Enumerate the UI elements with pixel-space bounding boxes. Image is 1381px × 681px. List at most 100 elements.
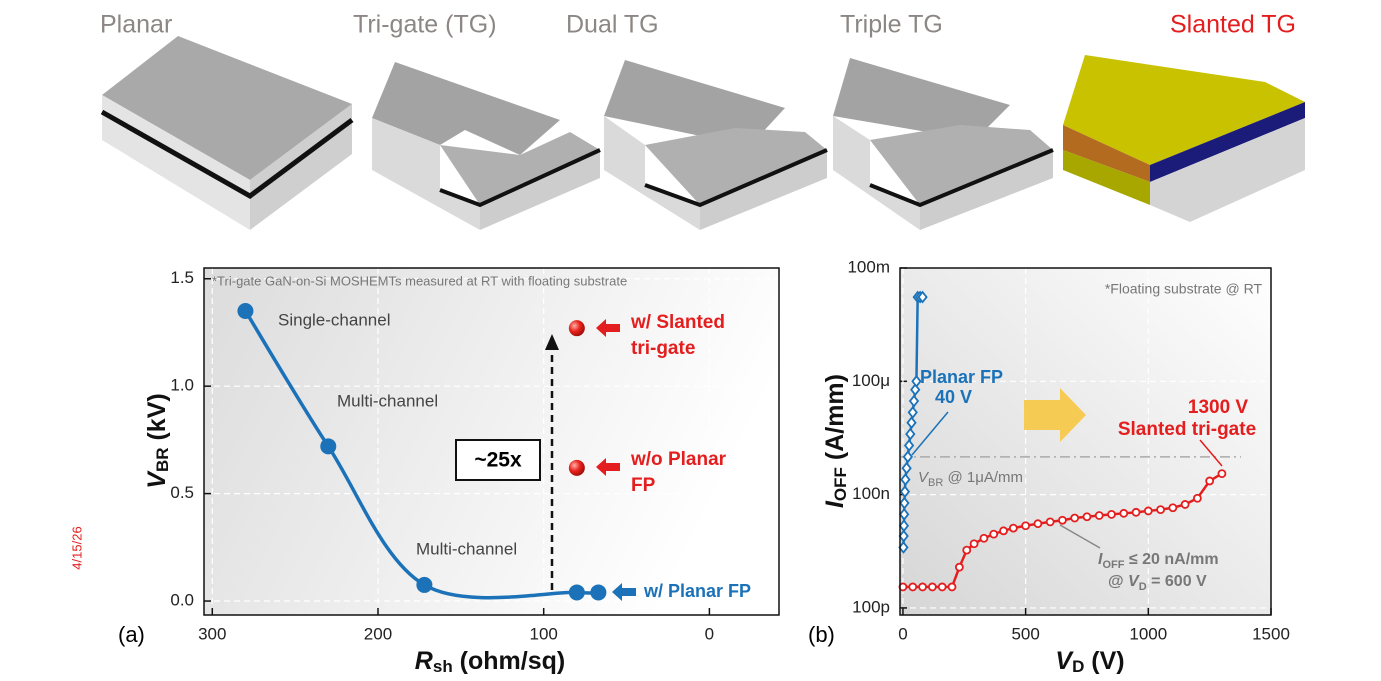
data-point <box>902 450 914 464</box>
label-part: @ 1μA/mm <box>943 469 1023 486</box>
annotation: w/ Slanted <box>630 312 725 333</box>
y-axis-label: IOFF (A/mm) <box>821 374 851 508</box>
y-axis-label: VBR (kV) <box>143 393 173 488</box>
device-slanted-tg <box>1063 55 1305 222</box>
y-tick-label: 1.5 <box>170 268 194 287</box>
data-point <box>899 496 910 510</box>
data-point <box>568 320 585 337</box>
label-part: (A/mm) <box>821 374 849 467</box>
data-point <box>416 576 433 593</box>
label-part: V <box>1128 573 1140 590</box>
data-point <box>908 394 920 408</box>
label-part: OFF <box>1102 559 1124 571</box>
annotation: Multi-channel <box>337 391 438 410</box>
data-point <box>918 582 927 592</box>
y-tick-label: 100n <box>852 484 890 503</box>
date-stamp: 4/15/26 <box>69 526 84 569</box>
arrow <box>596 319 620 337</box>
data-point <box>908 582 918 592</box>
data-point <box>910 383 921 397</box>
label-part: = 600 V <box>1147 573 1207 590</box>
pointer <box>1199 439 1223 467</box>
box <box>455 439 541 481</box>
panel-label: (a) <box>118 622 145 647</box>
data-point <box>979 533 989 543</box>
data-point <box>917 290 928 304</box>
device-label: Planar <box>100 11 172 39</box>
device-label: Tri-gate (TG) <box>353 11 497 39</box>
device-triple-tg <box>833 58 1054 230</box>
data-point <box>999 526 1008 536</box>
data-point <box>1205 476 1215 486</box>
note: *Floating substrate @ RT <box>1105 281 1263 297</box>
data-point <box>989 529 999 539</box>
data-point <box>1119 508 1129 518</box>
x-tick-label: 0 <box>898 624 907 643</box>
label-part: @ <box>1108 573 1128 590</box>
label-part: ≤ 20 nA/mm <box>1124 551 1218 568</box>
annotation: Slanted tri-gate <box>1118 419 1256 440</box>
data-point <box>911 374 922 388</box>
data-point <box>1192 493 1202 503</box>
annotation: Planar FP <box>920 367 1003 387</box>
data-point <box>1058 515 1067 525</box>
annotation: w/ Planar FP <box>643 581 751 601</box>
data-point <box>898 540 909 554</box>
x-tick-label: 0 <box>705 624 714 643</box>
pointer <box>1059 524 1101 549</box>
annotation: FP <box>631 475 656 496</box>
data-point <box>1217 469 1227 479</box>
label-part: I <box>821 500 849 508</box>
data-point <box>568 459 585 476</box>
data-point <box>568 584 585 601</box>
annotation: tri-gate <box>631 338 695 359</box>
label-part: V <box>918 469 930 486</box>
data-point <box>899 485 911 499</box>
y-tick-label: 1.0 <box>170 376 194 395</box>
plot-frame <box>899 267 1272 616</box>
data-point <box>901 461 912 475</box>
data-point <box>903 439 915 452</box>
label-part: (kV) <box>143 393 171 447</box>
annotation: 40 V <box>935 387 972 407</box>
data-point <box>906 416 917 430</box>
data-point <box>947 582 957 592</box>
annotation: Single-channel <box>278 310 390 329</box>
annotation: IOFF ≤ 20 nA/mm <box>1098 551 1219 571</box>
data-point <box>1143 506 1153 516</box>
device-label: Triple TG <box>840 11 943 39</box>
x-tick-label: 300 <box>198 624 226 643</box>
arrow <box>596 458 620 476</box>
data-point <box>899 507 910 521</box>
data-point <box>1033 519 1043 529</box>
label-part: (ohm/sq) <box>453 647 566 675</box>
pointer <box>911 411 949 456</box>
y-tick-label: 100μ <box>852 371 890 390</box>
label-part: OFF <box>831 467 850 501</box>
data-point <box>1008 523 1018 533</box>
x-axis-label: Rsh (ohm/sq) <box>415 647 565 677</box>
data-point <box>1070 513 1080 523</box>
label-part: V <box>143 470 171 489</box>
data-point <box>237 302 254 319</box>
data-point <box>1131 507 1141 517</box>
x-tick-label: 200 <box>364 624 392 643</box>
device-label: Dual TG <box>566 11 659 39</box>
data-point <box>1082 512 1092 522</box>
data-point <box>1168 503 1178 513</box>
data-point <box>969 539 979 549</box>
label-part: BR <box>153 447 172 472</box>
x-tick-label: 500 <box>1011 624 1039 643</box>
plot-area <box>900 268 1271 615</box>
arrow-head <box>545 334 559 350</box>
data-point <box>905 427 916 441</box>
data-point <box>954 562 964 572</box>
device-dual-tg <box>604 60 828 230</box>
label-part: I <box>1098 551 1103 568</box>
y-tick-label: 0.5 <box>170 483 194 502</box>
data-point <box>927 582 937 592</box>
data-point <box>898 519 910 533</box>
data-point <box>1107 509 1116 519</box>
data-point <box>320 438 337 455</box>
